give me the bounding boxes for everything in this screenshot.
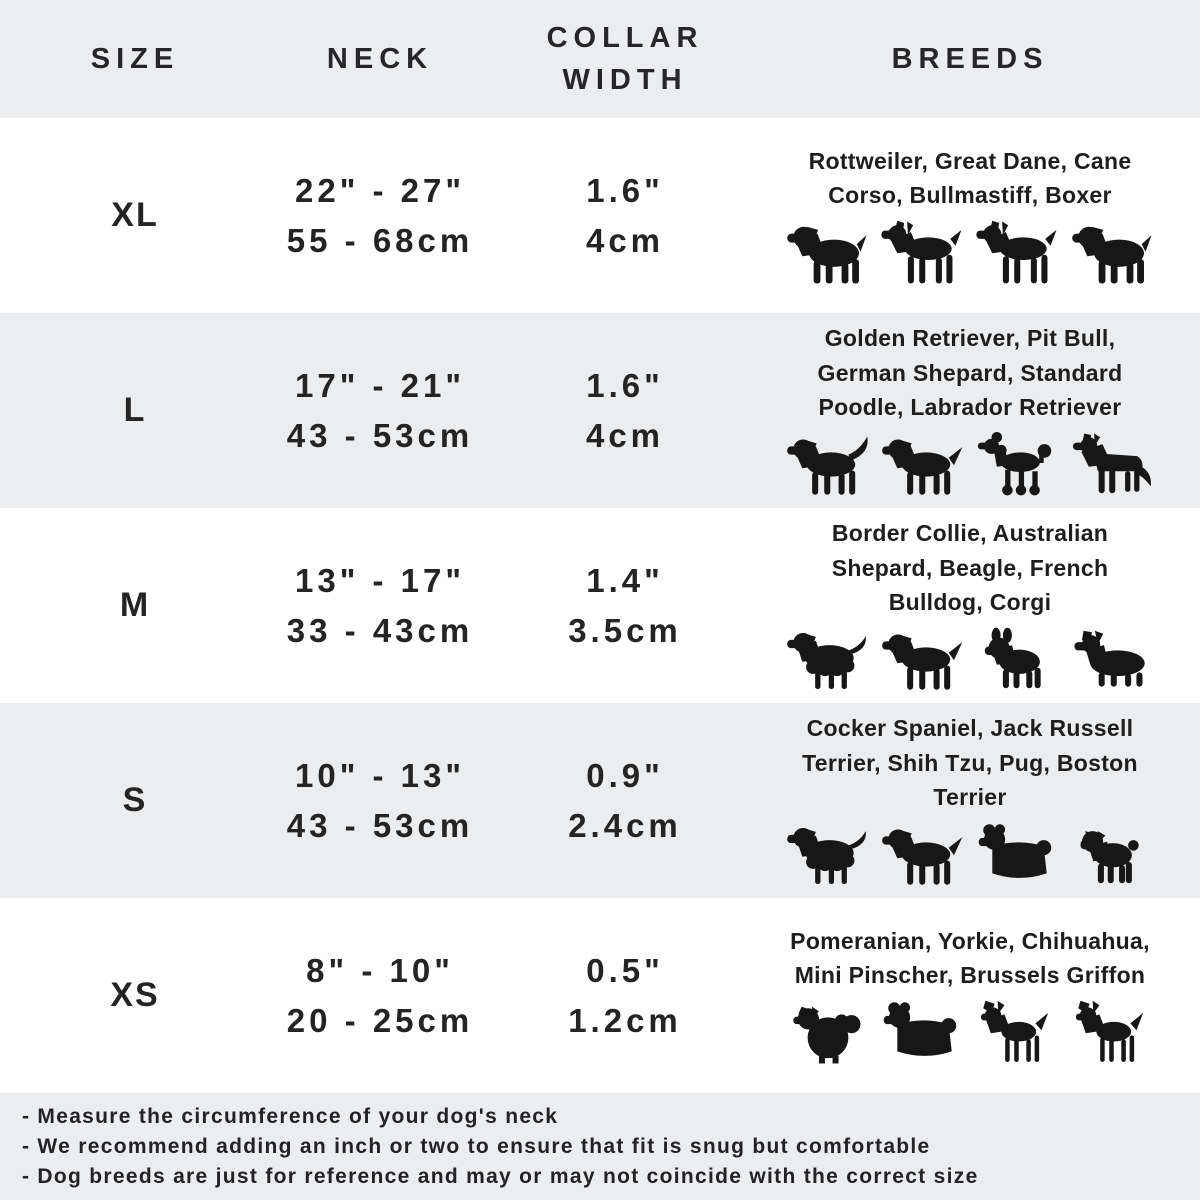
beagle-icon — [881, 634, 962, 690]
neck-cm: 20 - 25cm — [286, 1001, 474, 1039]
breed-icons — [785, 1000, 1156, 1068]
cocker-spaniel-icon — [786, 827, 866, 884]
breeds-list: Golden Retriever, Pit Bull, German Shepa… — [817, 325, 1123, 421]
table-row-s: S 10" - 13" 43 - 53cm 0.9" 2.4cm Cocker … — [0, 703, 1200, 898]
bullmastiff-icon — [1071, 226, 1152, 283]
breeds-cell: Pomeranian, Yorkie, Chihuahua, Mini Pins… — [760, 924, 1200, 1068]
notes-section: - Measure the circumference of your dog'… — [0, 1093, 1200, 1200]
cane-corso-icon — [975, 220, 1057, 283]
size-value: L — [123, 391, 147, 429]
collar-width-inches: 1.4" — [586, 562, 664, 599]
column-header-size: SIZE — [90, 42, 180, 75]
table-row-l: L 17" - 21" 43 - 53cm 1.6" 4cm Golden Re… — [0, 313, 1200, 508]
collar-width-cm: 4cm — [585, 416, 665, 454]
neck-cm: 33 - 43cm — [286, 611, 474, 649]
breeds-cell: Cocker Spaniel, Jack Russell Terrier, Sh… — [760, 711, 1200, 890]
neck-cm: 43 - 53cm — [286, 416, 474, 454]
yorkie-icon — [883, 1001, 956, 1056]
column-header-collar-width-label: COLLAR WIDTH — [546, 21, 704, 96]
breeds-list: Border Collie, Australian Shepard, Beagl… — [831, 520, 1109, 616]
neck-cm: 55 - 68cm — [286, 221, 474, 259]
collar-width-cm: 3.5cm — [568, 611, 682, 649]
note-recommend: - We recommend adding an inch or two to … — [22, 1134, 931, 1158]
jack-russell-terrier-icon — [881, 829, 962, 885]
breeds-list: Cocker Spaniel, Jack Russell Terrier, Sh… — [802, 715, 1138, 811]
table-row-xs: XS 8" - 10" 20 - 25cm 0.5" 1.2cm Pomeran… — [0, 898, 1200, 1093]
golden-retriever-icon — [786, 436, 868, 495]
pug-icon — [1080, 830, 1139, 883]
note-measure: - Measure the circumference of your dog'… — [22, 1104, 559, 1128]
column-header-collar-width: COLLAR WIDTH — [490, 17, 760, 101]
french-bulldog-icon — [984, 627, 1041, 688]
table-header-row: SIZE NECK COLLAR WIDTH BREEDS — [0, 0, 1200, 118]
collar-width-measurement: 0.5" 1.2cm — [490, 946, 760, 1045]
great-dane-icon — [880, 220, 962, 283]
table-row-m: M 13" - 17" 33 - 43cm 1.4" 3.5cm Border … — [0, 508, 1200, 703]
collar-width-measurement: 1.6" 4cm — [490, 361, 760, 460]
collar-width-cm: 2.4cm — [568, 806, 682, 844]
collar-width-inches: 0.5" — [586, 952, 664, 989]
size-value: M — [119, 586, 151, 624]
collar-width-inches: 1.6" — [586, 367, 664, 404]
collar-width-cm: 1.2cm — [568, 1001, 682, 1039]
collar-width-inches: 1.6" — [586, 172, 664, 209]
breeds-cell: Rottweiler, Great Dane, Cane Corso, Bull… — [760, 144, 1200, 288]
breed-icons — [785, 627, 1156, 695]
column-header-neck: NECK — [326, 42, 434, 75]
neck-measurement: 10" - 13" 43 - 53cm — [270, 751, 490, 850]
breeds-list: Pomeranian, Yorkie, Chihuahua, Mini Pins… — [790, 927, 1150, 989]
breeds-cell: Golden Retriever, Pit Bull, German Shepa… — [760, 321, 1200, 500]
note-reference: - Dog breeds are just for reference and … — [22, 1164, 979, 1188]
rottweiler-icon — [786, 226, 867, 283]
collar-width-measurement: 1.4" 3.5cm — [490, 556, 760, 655]
neck-measurement: 17" - 21" 43 - 53cm — [270, 361, 490, 460]
collar-width-measurement: 0.9" 2.4cm — [490, 751, 760, 850]
breeds-cell: Border Collie, Australian Shepard, Beagl… — [760, 516, 1200, 695]
neck-measurement: 8" - 10" 20 - 25cm — [270, 946, 490, 1045]
size-value: XL — [111, 196, 159, 234]
neck-inches: 17" - 21" — [294, 367, 466, 404]
collar-width-measurement: 1.6" 4cm — [490, 166, 760, 265]
chihuahua-icon — [980, 1000, 1048, 1062]
neck-cm: 43 - 53cm — [286, 806, 474, 844]
neck-inches: 8" - 10" — [306, 952, 454, 989]
german-shepard-icon — [1072, 433, 1151, 493]
breeds-list: Rottweiler, Great Dane, Cane Corso, Bull… — [808, 147, 1132, 209]
collar-width-cm: 4cm — [585, 221, 665, 259]
pomeranian-icon — [792, 1006, 860, 1063]
standard-poodle-icon — [977, 431, 1051, 496]
neck-measurement: 13" - 17" 33 - 43cm — [270, 556, 490, 655]
breed-icons — [785, 822, 1156, 890]
neck-inches: 13" - 17" — [294, 562, 466, 599]
size-value: S — [122, 781, 148, 819]
breed-icons — [785, 220, 1156, 288]
shih-tzu-icon — [978, 824, 1051, 878]
corgi-icon — [1073, 630, 1145, 687]
neck-measurement: 22" - 27" 55 - 68cm — [270, 166, 490, 265]
pit-bull-icon — [881, 439, 962, 495]
table-row-xl: XL 22" - 27" 55 - 68cm 1.6" 4cm Rottweil… — [0, 118, 1200, 313]
mini-pinscher-icon — [1075, 1000, 1143, 1062]
size-value: XS — [110, 976, 160, 1014]
collar-width-inches: 0.9" — [586, 757, 664, 794]
australian-shepard-icon — [786, 632, 866, 689]
neck-inches: 22" - 27" — [294, 172, 466, 209]
breed-icons — [785, 431, 1156, 500]
column-header-breeds: BREEDS — [891, 42, 1049, 75]
neck-inches: 10" - 13" — [294, 757, 466, 794]
